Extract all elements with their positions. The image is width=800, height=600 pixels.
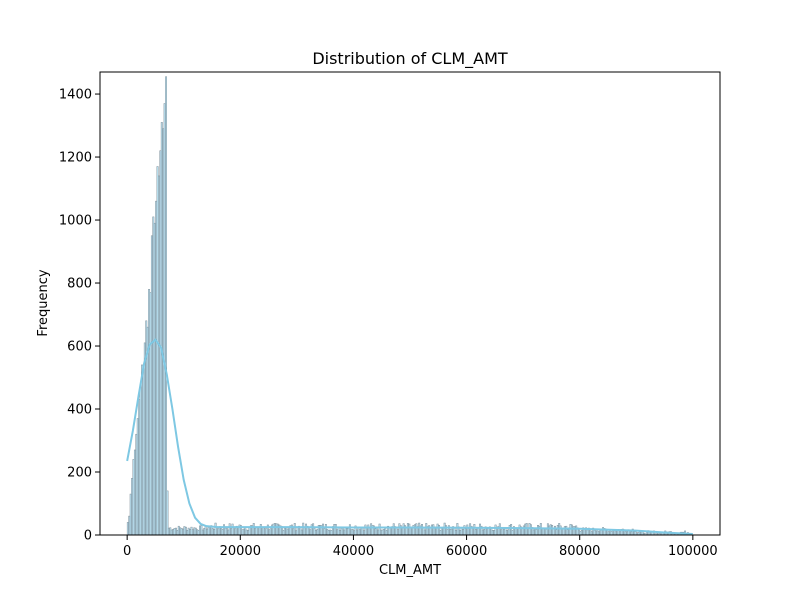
y-tick-label: 400 [67, 403, 92, 418]
y-axis-label: Frequency [36, 269, 51, 336]
histogram-bars [126, 76, 692, 536]
y-tick-label: 800 [67, 277, 92, 292]
x-tick-label: 0 [123, 544, 131, 559]
y-tick-label: 1400 [59, 88, 92, 103]
chart-title: Distribution of CLM_AMT [312, 49, 508, 69]
y-tick-label: 200 [67, 466, 92, 481]
x-tick-label: 20000 [220, 544, 261, 559]
y-axis: 0 200 400 600 800 1000 1200 1400 [59, 88, 100, 544]
y-tick-label: 0 [84, 529, 92, 544]
x-tick-label: 60000 [446, 544, 487, 559]
y-tick-label: 1200 [59, 151, 92, 166]
y-tick-label: 600 [67, 340, 92, 355]
x-tick-label: 100000 [668, 544, 718, 559]
y-tick-label: 1000 [59, 214, 92, 229]
x-axis: 0 20000 40000 60000 80000 100000 [123, 535, 718, 559]
kde-curve [126, 338, 693, 536]
x-tick-label: 40000 [333, 544, 374, 559]
plot-frame [99, 71, 721, 536]
x-axis-label: CLM_AMT [379, 563, 441, 578]
x-tick-label: 80000 [559, 544, 600, 559]
histogram-bar [165, 76, 167, 536]
